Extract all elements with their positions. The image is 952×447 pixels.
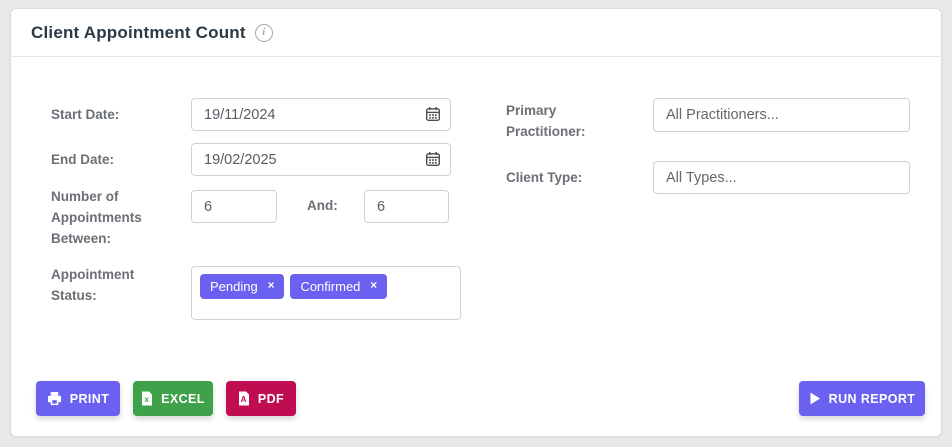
end-date-input[interactable] xyxy=(191,143,451,176)
client-type-input[interactable] xyxy=(653,161,910,194)
run-report-button[interactable]: RUN REPORT xyxy=(799,381,925,416)
excel-button-label: EXCEL xyxy=(161,391,205,406)
pdf-file-icon: A xyxy=(238,391,250,406)
status-tag-pending: Pending × xyxy=(200,274,285,299)
calendar-icon[interactable] xyxy=(425,106,441,122)
printer-icon xyxy=(47,391,62,406)
appointments-min-input[interactable] xyxy=(191,190,277,223)
info-icon[interactable]: i xyxy=(254,24,273,42)
start-date-input[interactable] xyxy=(191,98,451,131)
svg-text:A: A xyxy=(240,395,246,404)
status-tag-confirmed: Confirmed × xyxy=(290,274,388,299)
status-tag-label: Confirmed xyxy=(300,279,361,294)
remove-tag-icon[interactable]: × xyxy=(267,279,275,292)
excel-button[interactable]: x EXCEL xyxy=(133,381,213,416)
play-icon xyxy=(809,392,821,405)
remove-tag-icon[interactable]: × xyxy=(370,279,378,292)
primary-practitioner-field xyxy=(653,98,910,132)
primary-practitioner-input[interactable] xyxy=(653,98,910,132)
report-form: Start Date: End Date: xyxy=(11,57,941,437)
print-button[interactable]: PRINT xyxy=(36,381,120,416)
client-type-field xyxy=(653,161,910,194)
svg-text:x: x xyxy=(145,395,150,404)
page-title: Client Appointment Count xyxy=(31,22,246,42)
appointment-status-multiselect[interactable]: Pending × Confirmed × xyxy=(191,266,461,320)
appointments-between-label: Number of Appointments Between: xyxy=(51,189,142,246)
and-label: And: xyxy=(307,198,338,213)
calendar-icon[interactable] xyxy=(425,151,441,167)
report-card: Client Appointment Count i Start Date: xyxy=(10,8,942,437)
pdf-button[interactable]: A PDF xyxy=(226,381,296,416)
appointments-max-input[interactable] xyxy=(364,190,449,223)
start-date-field xyxy=(191,98,451,131)
appointments-min-field xyxy=(191,190,277,223)
appointment-status-label: Appointment Status: xyxy=(51,267,135,303)
start-date-label: Start Date: xyxy=(51,107,120,122)
pdf-button-label: PDF xyxy=(257,391,285,406)
card-header: Client Appointment Count i xyxy=(11,9,941,57)
end-date-field xyxy=(191,143,451,176)
run-report-button-label: RUN REPORT xyxy=(828,391,916,406)
excel-file-icon: x xyxy=(141,391,153,406)
primary-practitioner-label: Primary Practitioner: xyxy=(506,103,586,139)
appointments-max-field xyxy=(364,190,449,223)
print-button-label: PRINT xyxy=(69,391,110,406)
status-tag-label: Pending xyxy=(210,279,258,294)
end-date-label: End Date: xyxy=(51,152,115,167)
client-type-label: Client Type: xyxy=(506,170,583,185)
